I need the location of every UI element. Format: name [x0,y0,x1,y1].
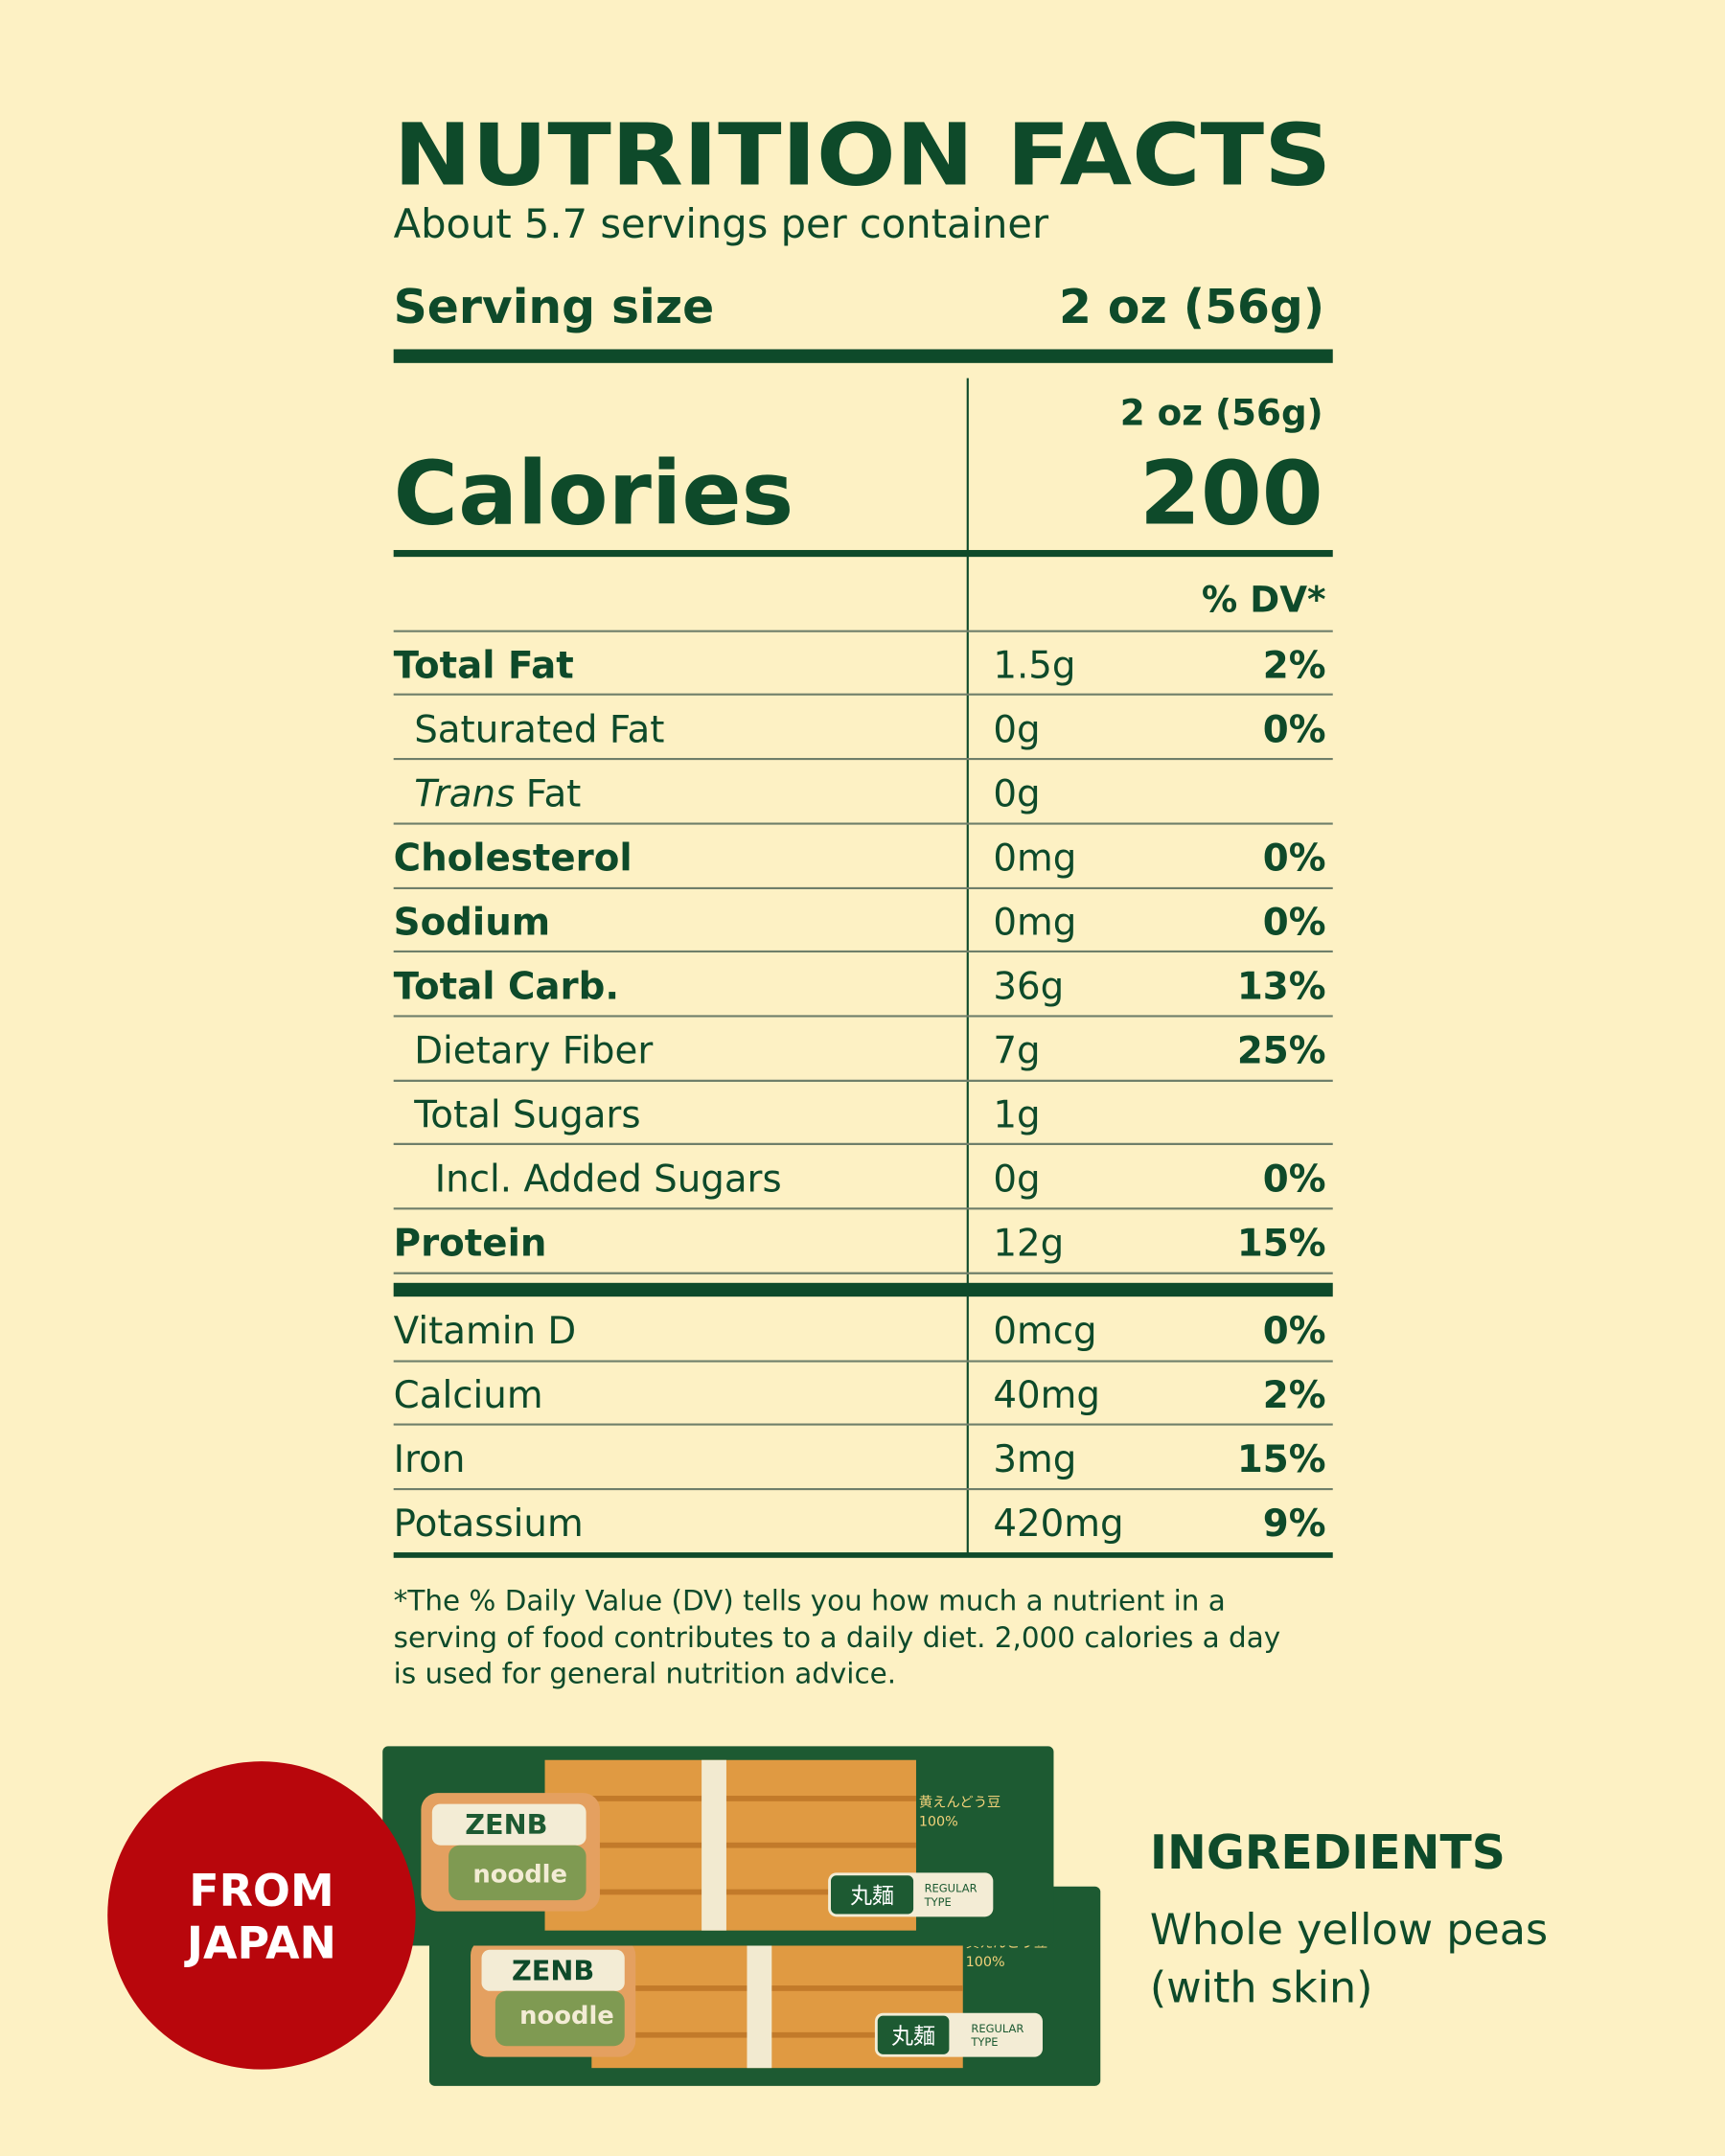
footnote: serving of food contributes to a daily d… [394,1621,1280,1654]
nutrient-amount: 0g [993,1158,1040,1202]
nutrient-name: Cholesterol [394,837,632,880]
footnote: is used for general nutrition advice. [394,1657,896,1689]
nutrient-dv: 0% [1263,837,1326,880]
dv-header: % DV* [1202,579,1326,621]
ingredients-text: (with skin) [1150,1963,1373,2012]
nutrient-name: Protein [394,1223,547,1266]
nutrient-amount: 0mg [993,837,1076,880]
package-type: TYPE [970,2035,998,2049]
badge-text: FROM [189,1865,334,1916]
package-kanji: 丸麺 [850,1884,894,1909]
nutrient-name: Calcium [394,1374,543,1417]
nutrient-dv: 0% [1263,1310,1326,1353]
nutrient-dv: 15% [1237,1438,1326,1481]
title: NUTRITION FACTS [394,104,1332,204]
nutrient-name: Dietary Fiber [414,1030,653,1073]
nutrient-name: Total Fat [394,644,574,687]
package-type: TYPE [924,1895,952,1909]
footnote: *The % Daily Value (DV) tells you how mu… [394,1584,1226,1617]
package-type: REGULAR [971,2022,1024,2035]
thick-rule [393,1282,1333,1297]
badge [107,1761,416,2070]
nutrient-name: Vitamin D [394,1310,577,1353]
nutrient-amount: 40mg [993,1374,1100,1417]
nutrient-dv: 0% [1263,901,1326,944]
calories-value: 200 [1139,443,1323,545]
nutrient-dv: 0% [1263,1158,1326,1202]
servings: About 5.7 servings per container [394,200,1049,247]
nutrient-amount: 1.5g [993,644,1075,687]
package-type: REGULAR [925,1881,978,1894]
nutrient-dv: 15% [1237,1223,1326,1266]
nutrient-name: Incl. Added Sugars [435,1158,782,1202]
package-product: noodle [519,2002,614,2030]
nutrient-amount: 1g [993,1094,1040,1137]
nutrient-dv: 2% [1263,1374,1326,1417]
nutrient-name: Saturated Fat [414,708,664,751]
nutrient-dv: 2% [1263,644,1326,687]
nutrient-amount: 0mg [993,901,1076,944]
thick-rule [393,349,1333,363]
nutrient-dv: 25% [1237,1030,1326,1073]
ingredients-text: Whole yellow peas [1150,1906,1548,1955]
nutrient-amount: 0g [993,772,1040,815]
nutrient-name: Potassium [394,1502,584,1546]
nutrient-amount: 36g [993,965,1064,1008]
package-brand: ZENB [512,1954,594,1986]
package-brand: ZENB [465,1808,547,1841]
calories-label: Calories [394,443,794,545]
nutrient-amount: 7g [993,1030,1040,1073]
package-origin: 黄えんどう豆 [919,1795,1001,1811]
nutrient-dv: 13% [1237,965,1326,1008]
ingredients-title: INGREDIENTS [1150,1825,1506,1880]
nutrient-name: Sodium [394,901,550,944]
package-product: noodle [472,1860,567,1889]
nutrient-name: Trans Fat [414,772,581,815]
package-origin: 100% [919,1815,958,1830]
nutrient-amount: 3mg [993,1438,1076,1481]
nutrient-dv: 0% [1263,708,1326,751]
rule [393,1552,1333,1558]
rule [393,549,1333,558]
calories-column-header: 2 oz (56g) [1120,391,1323,433]
serving-size-value: 2 oz (56g) [1059,280,1324,334]
serving-size-label: Serving size [394,280,715,334]
package-kanji: 丸麺 [891,2024,935,2049]
package-origin: 100% [966,1955,1005,1970]
nutrient-amount: 12g [993,1223,1064,1266]
nutrient-name-italic: Trans [414,772,515,815]
badge-text: JAPAN [184,1916,336,1968]
nutrient-amount: 0g [993,708,1040,751]
package-front [382,1746,1054,1946]
nutrient-amount: 420mg [993,1502,1123,1546]
nutrient-amount: 0mcg [993,1310,1096,1353]
nutrient-name: Total Carb. [394,965,619,1008]
nutrient-dv: 9% [1263,1502,1326,1546]
nutrient-name-rest: Fat [526,772,582,815]
nutrient-name: Total Sugars [413,1094,640,1137]
nutrient-name: Iron [394,1438,466,1481]
